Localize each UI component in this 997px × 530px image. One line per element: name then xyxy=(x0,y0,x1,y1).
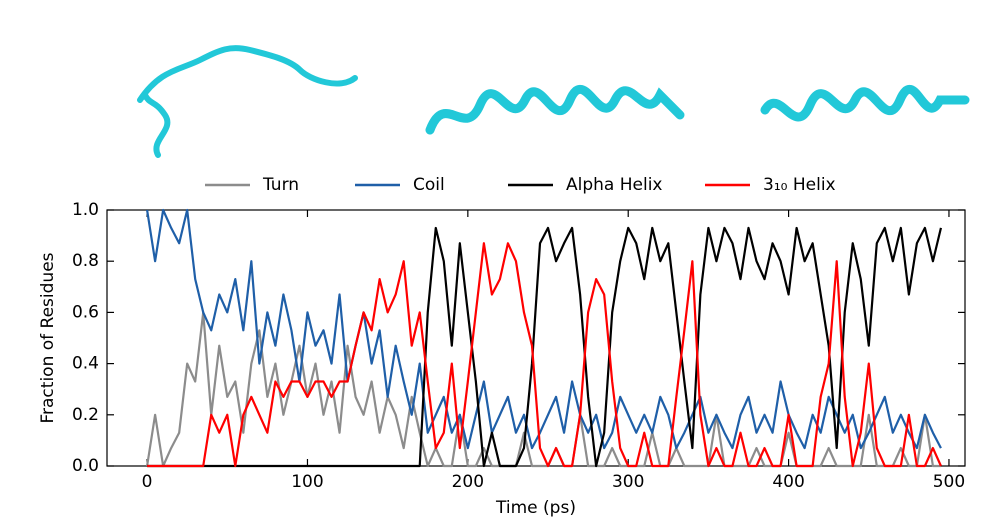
y-tick-label: 1.0 xyxy=(72,200,99,220)
x-tick-label: 300 xyxy=(612,472,644,492)
legend-label: Alpha Helix xyxy=(566,175,663,195)
legend-label: Coil xyxy=(413,175,445,195)
x-tick-label: 200 xyxy=(452,472,484,492)
series-line xyxy=(146,208,942,450)
series-line xyxy=(147,226,943,468)
legend-label: 3₁₀ Helix xyxy=(763,175,836,195)
y-tick-label: 0.8 xyxy=(72,251,99,271)
molecule xyxy=(425,84,685,135)
series-line xyxy=(147,242,942,468)
plot-frame xyxy=(106,209,966,467)
molecule xyxy=(137,45,358,158)
y-tick-label: 0.2 xyxy=(72,405,99,425)
molecule-images xyxy=(137,45,970,158)
molecule xyxy=(760,84,970,122)
y-tick-label: 0.0 xyxy=(72,456,99,476)
x-axis-label: Time (ps) xyxy=(495,498,576,518)
y-axis-label: Fraction of Residues xyxy=(38,252,58,423)
y-tick-label: 0.6 xyxy=(72,302,99,322)
x-tick-label: 100 xyxy=(291,472,323,492)
legend-label: Turn xyxy=(262,175,299,195)
x-tick-label: 0 xyxy=(142,472,153,492)
y-tick-label: 0.4 xyxy=(72,354,99,374)
x-tick-label: 400 xyxy=(772,472,804,492)
x-tick-label: 500 xyxy=(933,472,965,492)
